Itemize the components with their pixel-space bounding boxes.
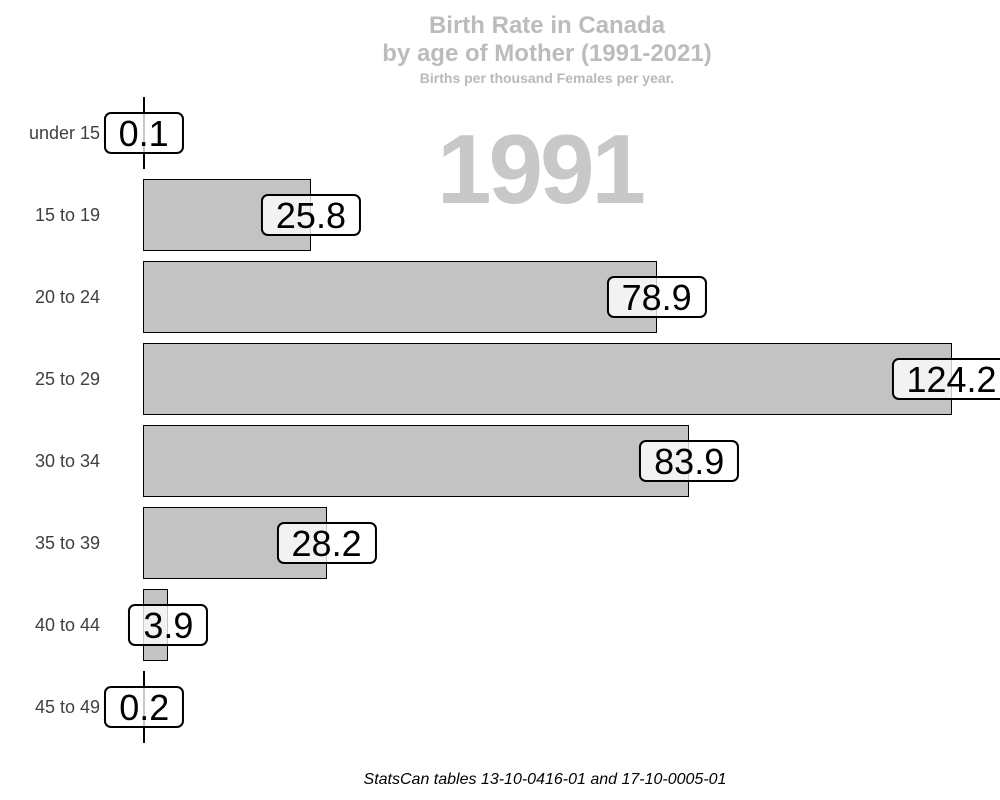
value-label: 3.9: [128, 604, 209, 646]
category-label: 40 to 44: [34, 614, 100, 635]
chart-title-line-1: Birth Rate in Canada: [428, 12, 666, 39]
value-label: 0.2: [104, 686, 185, 728]
bar-row: 35 to 39 28.2: [0, 502, 1000, 584]
chart-title-line-2: by age of Mother (1991-2021): [382, 40, 712, 67]
bar-row: 40 to 44 3.9: [0, 584, 1000, 666]
bar-row: 25 to 29 124.2: [0, 338, 1000, 420]
category-label: 20 to 24: [34, 286, 100, 307]
bar-row: 30 to 34 83.9: [0, 420, 1000, 502]
value-label: 28.2: [276, 522, 377, 564]
value-label: 0.1: [103, 112, 184, 154]
bar-row: 20 to 24 78.9: [0, 256, 1000, 338]
category-label: 30 to 34: [34, 450, 100, 471]
bar-chart-plot-area: under 15 0.1 15 to 19 25.8 20 to 24 78.9 25 to…: [0, 92, 1000, 748]
bar-row: under 15 0.1: [0, 92, 1000, 174]
source-caption: StatsCan tables 13-10-0416-01 and 17-10-…: [363, 771, 727, 788]
category-label: 35 to 39: [34, 532, 100, 553]
bar: [143, 261, 657, 333]
category-label: 15 to 19: [34, 204, 100, 225]
bar-row: 15 to 19 25.8: [0, 174, 1000, 256]
value-label: 78.9: [606, 276, 707, 318]
bar-row: 45 to 49 0.2: [0, 666, 1000, 748]
category-label: 45 to 49: [34, 696, 100, 717]
value-label: 83.9: [639, 440, 740, 482]
year-watermark: 1991: [436, 114, 646, 224]
category-label: 25 to 29: [34, 368, 100, 389]
value-label: 25.8: [260, 194, 361, 236]
value-label: 124.2: [891, 358, 1000, 400]
bar: [143, 343, 952, 415]
bar: [143, 425, 689, 497]
chart-title-block: Birth Rate in Canada by age of Mother (1…: [94, 12, 1000, 87]
chart-subtitle: Births per thousand Females per year.: [419, 70, 675, 86]
category-label: under 15: [28, 122, 100, 143]
